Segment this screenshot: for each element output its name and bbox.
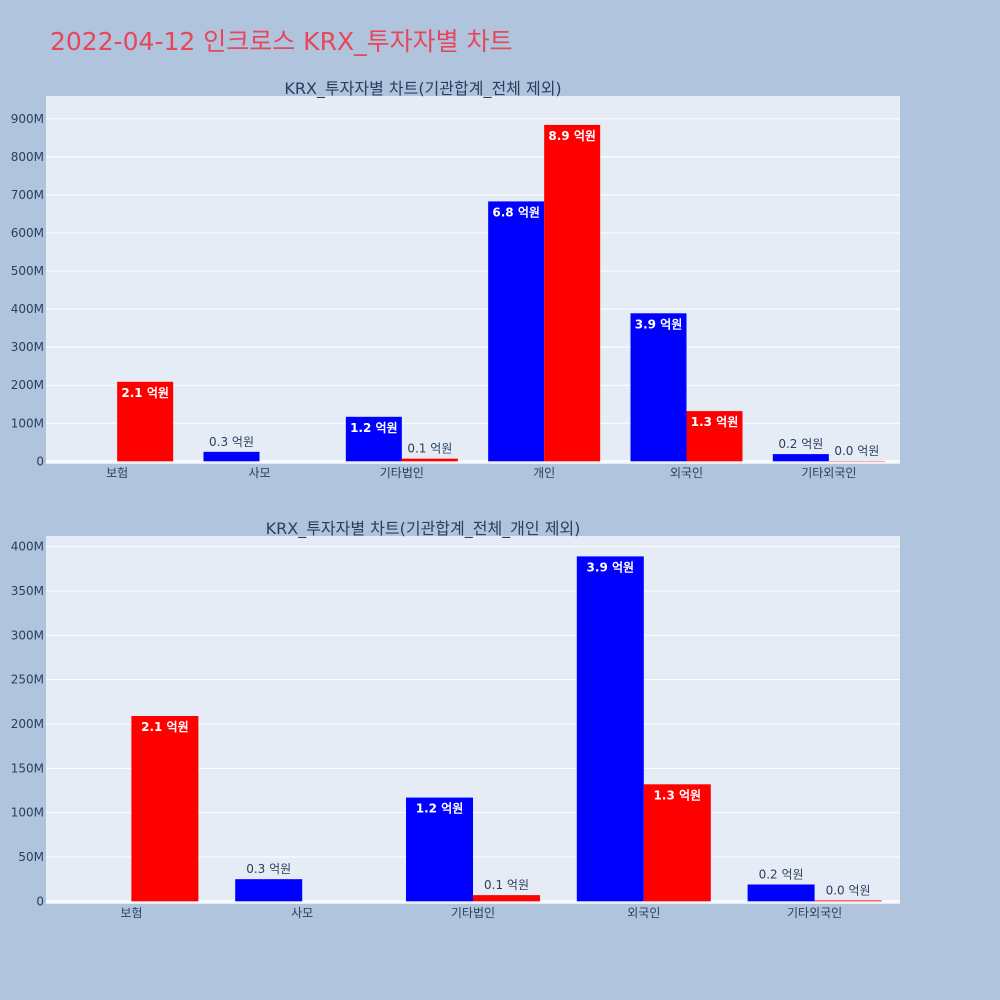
bar [772,454,829,462]
bar [131,716,199,902]
bar [401,458,458,462]
y-tick-label: 350M [11,584,44,598]
data-label: 1.2 억원 [416,802,464,816]
x-tick-label: 외국인 [627,906,660,920]
bar [747,884,815,902]
y-tick-label: 300M [11,340,44,354]
y-tick-label: 700M [11,188,44,202]
y-tick-label: 0 [36,894,44,908]
data-label: 0.3 억원 [246,862,291,876]
bar [686,411,743,462]
x-tick-label: 사모 [291,906,313,920]
data-label: 1.2 억원 [350,421,398,435]
data-label: 0.2 억원 [778,437,823,451]
y-tick-label: 900M [11,112,44,126]
data-label: 0.0 억원 [834,444,879,458]
data-label: 0.2 억원 [759,867,804,881]
x-tick-label: 사모 [248,466,270,480]
y-tick-label: 200M [11,378,44,392]
bar [814,900,882,902]
y-tick-label: 600M [11,226,44,240]
data-label: 3.9 억원 [587,560,635,574]
x-tick-label: 보험 [106,466,128,480]
data-label: 2.1 억원 [121,386,169,400]
x-tick-label: 기타법인 [451,906,495,920]
x-tick-label: 기타외국인 [787,906,842,920]
chart-subtitle: KRX_투자자별 차트(기관합계_전체 제외) [284,79,561,99]
bar [643,784,711,902]
data-label: 1.3 억원 [654,788,702,802]
plot-area [46,96,900,464]
data-label: 8.9 억원 [548,129,596,143]
y-tick-label: 200M [11,717,44,731]
y-tick-label: 0 [36,454,44,468]
bar [544,124,601,462]
chart-krx-investor-all: KRX_투자자별 차트(기관합계_전체 제외) 0 100M 200M 300M 400M… [11,79,900,480]
x-tick-label: 외국인 [670,466,703,480]
y-tick-label: 250M [11,673,44,687]
y-tick-label: 300M [11,628,44,642]
data-label: 0.0 억원 [826,883,871,897]
x-tick-label: 기타외국인 [801,466,856,480]
y-tick-label: 400M [11,540,44,554]
bar [345,416,402,462]
y-tick-label: 100M [11,416,44,430]
bar [235,879,303,902]
y-tick-label: 800M [11,150,44,164]
data-label: 3.9 억원 [635,317,683,331]
x-tick-label: 보험 [120,906,142,920]
y-tick-label: 100M [11,806,44,820]
bar [203,451,260,462]
data-label: 6.8 억원 [492,205,540,219]
chart-krx-investor-no-individual: KRX_투자자별 차트(기관합계_전체_개인 제외) 0 50M 100M 150M 20… [11,519,900,920]
y-tick-label: 50M [18,850,44,864]
x-tick-label: 개인 [533,466,555,480]
y-tick-label: 150M [11,761,44,775]
y-tick-label: 500M [11,264,44,278]
bar [117,381,174,462]
bar [488,201,545,462]
bar [576,556,644,902]
x-tick-label: 기타법인 [380,466,424,480]
page-title: 2022-04-12 인크로스 KRX_투자자별 차트 [50,27,513,56]
bar [630,313,687,462]
chart-subtitle: KRX_투자자별 차트(기관합계_전체_개인 제외) [266,519,581,539]
bar [406,797,473,902]
bar [473,895,540,902]
data-label: 0.1 억원 [407,442,452,456]
data-label: 0.1 억원 [484,878,529,892]
data-label: 0.3 억원 [209,435,254,449]
data-label: 1.3 억원 [691,415,739,429]
data-label: 2.1 억원 [141,720,189,734]
y-tick-label: 400M [11,302,44,316]
